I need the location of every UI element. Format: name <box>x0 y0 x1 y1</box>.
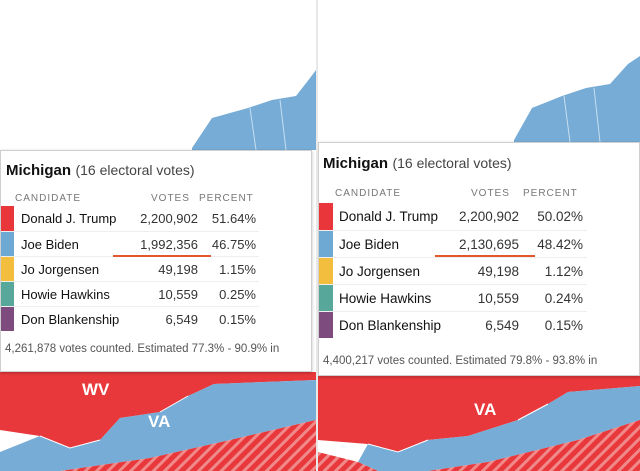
state-name: Michigan <box>6 162 72 179</box>
electoral-votes: (16 electoral votes) <box>75 162 195 178</box>
right-screenshot-panel: VA Michigan (16 electoral votes) CANDIDA… <box>318 0 640 471</box>
candidate-name: Howie Hawkins <box>339 290 432 306</box>
party-swatch-republican <box>1 206 14 231</box>
candidate-votes: 10,559 <box>158 286 198 302</box>
map-region-nc <box>60 420 316 471</box>
map-background <box>0 70 316 471</box>
candidate-name: Joe Biden <box>339 236 400 252</box>
party-swatch-libertarian <box>1 257 14 281</box>
candidate-votes: 6,549 <box>485 317 519 333</box>
header-votes: VOTES <box>151 193 190 204</box>
map-region-nc <box>428 420 640 471</box>
candidate-votes: 2,200,902 <box>140 211 198 226</box>
map-label-va: VA <box>148 412 171 431</box>
candidate-name: Don Blankenship <box>339 317 442 333</box>
candidate-votes: 10,559 <box>477 290 519 306</box>
table-row[interactable]: Joe Biden 2,130,695 48.42% <box>319 230 587 257</box>
map-background <box>318 56 640 471</box>
header-candidate: CANDIDATE <box>335 188 402 199</box>
party-swatch-libertarian <box>319 258 333 284</box>
map-region-va <box>358 386 640 471</box>
candidate-percent: 50.02% <box>537 209 583 224</box>
table-row[interactable]: Jo Jorgensen 49,198 1.15% <box>1 256 259 281</box>
candidate-percent: 48.42% <box>537 236 583 252</box>
candidate-percent: 0.24% <box>544 290 583 306</box>
candidate-votes: 49,198 <box>158 261 198 277</box>
biden-votes-underline <box>435 255 535 257</box>
card-title: Michigan (16 electoral votes) <box>323 155 512 173</box>
results-rows: Donald J. Trump 2,200,902 50.02% Joe Bid… <box>319 203 587 339</box>
table-row[interactable]: Don Blankenship 6,549 0.15% <box>1 306 259 331</box>
candidate-percent: 1.15% <box>219 261 256 277</box>
votes-counted-footer: 4,261,878 votes counted. Estimated 77.3%… <box>5 343 280 355</box>
candidate-votes: 2,200,902 <box>458 209 519 224</box>
header-votes: VOTES <box>471 188 510 199</box>
biden-votes-underline <box>113 255 211 257</box>
candidate-name: Donald J. Trump <box>339 209 439 224</box>
candidate-name: Joe Biden <box>21 236 79 252</box>
candidate-percent: 0.15% <box>219 311 256 327</box>
table-row[interactable]: Don Blankenship 6,549 0.15% <box>319 311 587 338</box>
map-region-wv <box>318 376 640 452</box>
party-swatch-constitution <box>1 307 14 331</box>
candidate-votes: 6,549 <box>165 311 198 327</box>
candidate-name: Jo Jorgensen <box>21 261 100 277</box>
header-candidate: CANDIDATE <box>15 193 82 204</box>
party-swatch-green <box>1 282 14 306</box>
left-screenshot-panel: WV VA Michigan (16 electoral votes) CAND… <box>0 0 316 471</box>
results-card-before: Michigan (16 electoral votes) CANDIDATE … <box>0 150 312 372</box>
candidate-name: Howie Hawkins <box>21 286 110 302</box>
state-name: Michigan <box>323 155 389 172</box>
header-percent: PERCENT <box>523 188 578 199</box>
candidate-votes: 2,130,695 <box>458 236 519 252</box>
table-row[interactable]: Jo Jorgensen 49,198 1.12% <box>319 257 587 284</box>
map-region-northeast <box>514 56 640 142</box>
map-region-va <box>0 380 316 471</box>
candidate-percent: 1.12% <box>544 263 583 279</box>
party-swatch-green <box>319 285 333 311</box>
header-percent: PERCENT <box>199 193 254 204</box>
candidate-name: Donald J. Trump <box>21 211 117 226</box>
candidate-votes: 1,992,356 <box>140 236 198 252</box>
candidate-votes: 49,198 <box>477 263 519 279</box>
votes-counted-footer: 4,400,217 votes counted. Estimated 79.8%… <box>323 355 598 367</box>
candidate-name: Don Blankenship <box>21 311 120 327</box>
party-swatch-democrat <box>319 231 333 257</box>
map-region-northeast <box>192 70 316 150</box>
card-title: Michigan (16 electoral votes) <box>6 162 195 180</box>
table-row[interactable]: Joe Biden 1,992,356 46.75% <box>1 231 259 256</box>
table-row[interactable]: Donald J. Trump 2,200,902 50.02% <box>319 203 587 230</box>
table-row[interactable]: Donald J. Trump 2,200,902 51.64% <box>1 206 259 231</box>
map-label-wv: WV <box>82 380 110 399</box>
candidate-percent: 0.15% <box>544 317 583 333</box>
results-rows: Donald J. Trump 2,200,902 51.64% Joe Bid… <box>1 206 259 332</box>
results-card-after: Michigan (16 electoral votes) CANDIDATE … <box>318 142 640 376</box>
party-swatch-democrat <box>1 232 14 256</box>
map-region-wv <box>0 372 316 448</box>
map-label-va: VA <box>474 400 497 419</box>
candidate-name: Jo Jorgensen <box>339 263 421 279</box>
candidate-percent: 46.75% <box>211 236 256 252</box>
table-row[interactable]: Howie Hawkins 10,559 0.25% <box>1 281 259 306</box>
candidate-percent: 0.25% <box>219 286 256 302</box>
panel-divider <box>316 0 318 471</box>
candidate-percent: 51.64% <box>211 211 256 226</box>
party-swatch-constitution <box>319 312 333 338</box>
electoral-votes: (16 electoral votes) <box>392 155 512 171</box>
table-row[interactable]: Howie Hawkins 10,559 0.24% <box>319 284 587 311</box>
party-swatch-republican <box>319 203 333 230</box>
